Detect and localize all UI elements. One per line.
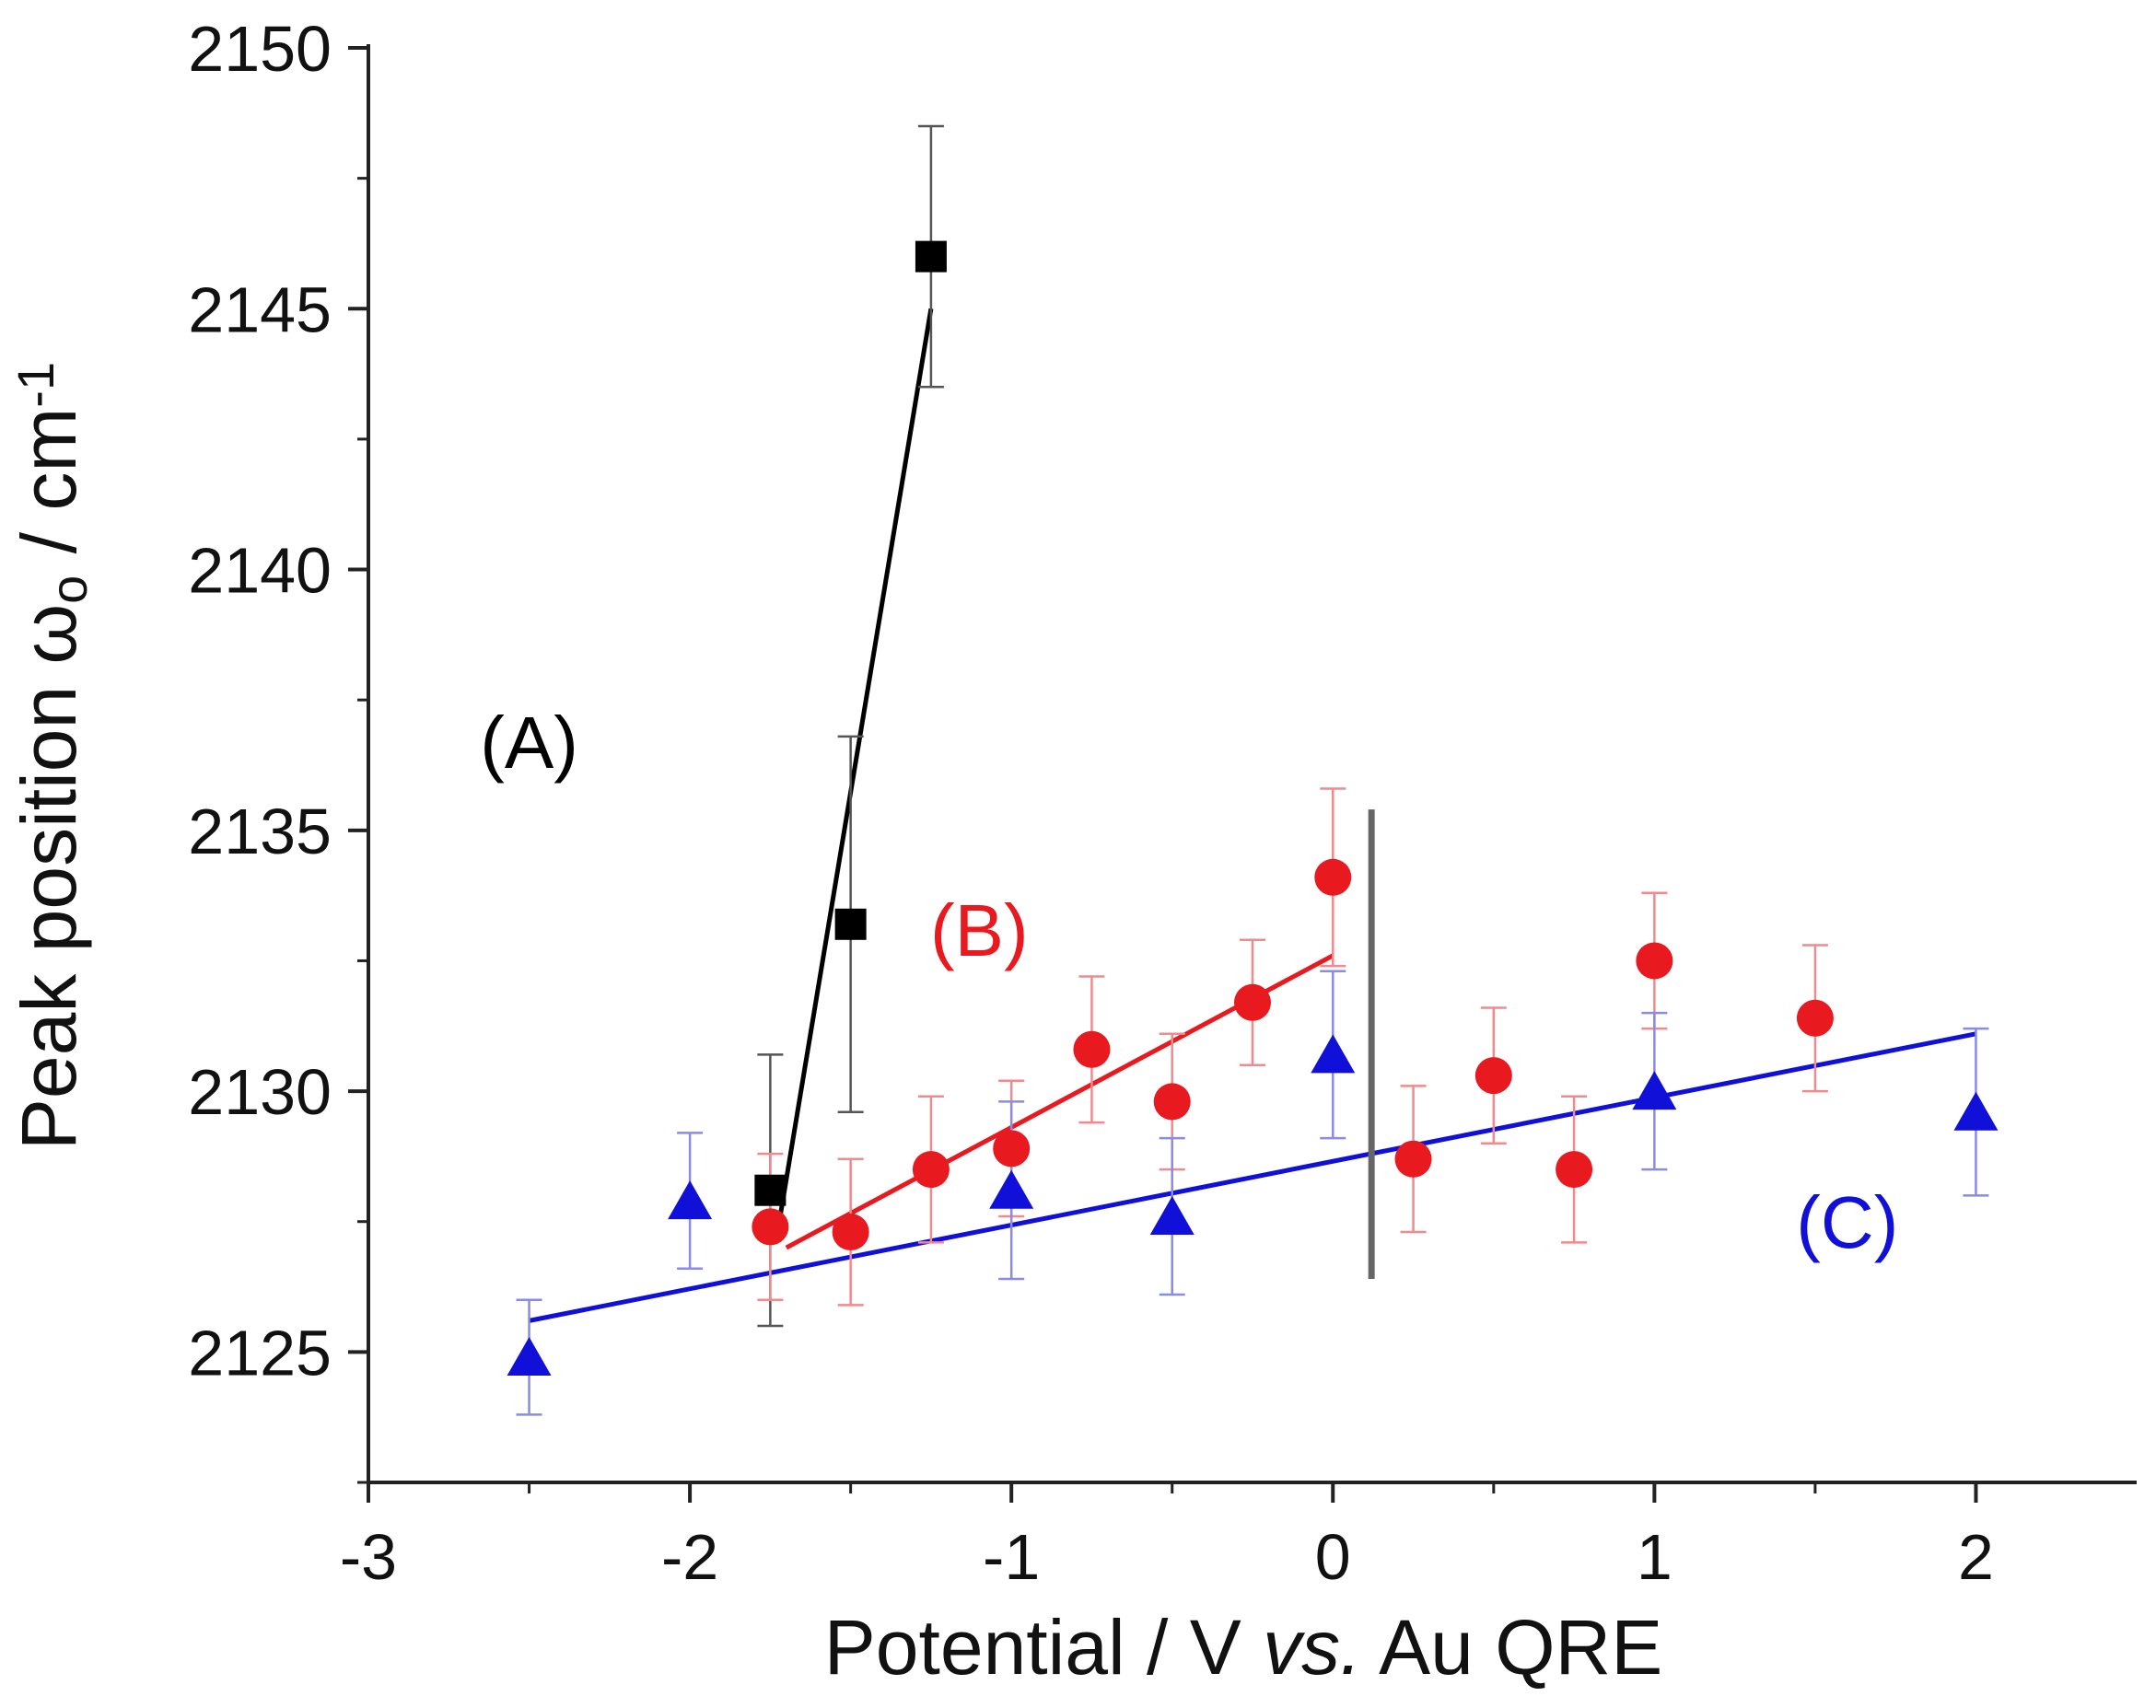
triangle-marker: [1632, 1071, 1677, 1110]
x-axis-title-part: Au QRE: [1361, 1604, 1662, 1691]
y-axis-title-part: / cm: [6, 408, 92, 575]
x-tick-label: 0: [1315, 1521, 1351, 1593]
y-tick-label: 2135: [188, 796, 332, 867]
y-axis-ticks: 2125 2130 2135 2140 2145 2150: [188, 13, 368, 1484]
y-axis-title-part: Peak position: [6, 664, 92, 1150]
x-tick-label: -1: [983, 1521, 1040, 1593]
x-axis-title-part: Potential / V: [824, 1604, 1263, 1691]
circle-marker: [1474, 1057, 1512, 1095]
plot-frame: [367, 44, 2137, 1484]
square-marker: [834, 908, 867, 940]
x-axis-title-part: vs.: [1263, 1604, 1361, 1691]
x-axis-title: Potential / V vs. Au QRE: [824, 1604, 1662, 1691]
circle-marker: [912, 1151, 950, 1189]
square-marker: [754, 1174, 787, 1206]
series-annotation: (B): [930, 889, 1029, 971]
series-annotation: (C): [1796, 1181, 1898, 1263]
triangle-marker: [1149, 1196, 1195, 1236]
y-axis-title-part: o: [40, 575, 98, 604]
error-bars: [516, 124, 1989, 1416]
fit-line: [774, 308, 934, 1238]
y-tick-label: 2125: [188, 1317, 332, 1388]
y-tick-label: 2140: [188, 535, 332, 607]
y-tick-label: 2145: [188, 273, 332, 345]
y-axis-title: Peak position ωo / cm-1: [6, 362, 98, 1150]
triangle-marker: [989, 1169, 1034, 1209]
x-tick-label: 1: [1637, 1521, 1672, 1593]
circle-marker: [993, 1130, 1031, 1168]
circle-marker: [1153, 1083, 1191, 1121]
y-tick-label: 2150: [188, 13, 332, 85]
circle-marker: [1234, 983, 1271, 1021]
circle-marker: [1394, 1140, 1432, 1178]
series-annotations: (A) (B) (C): [480, 702, 1898, 1263]
circle-marker: [1796, 999, 1834, 1037]
triangle-marker: [507, 1337, 552, 1377]
y-tick-label: 2130: [188, 1056, 332, 1128]
circle-marker: [752, 1208, 789, 1246]
y-axis-title-part: -1: [6, 362, 64, 408]
circle-marker: [1314, 858, 1352, 896]
fit-lines: [529, 308, 1976, 1323]
x-tick-label: -3: [340, 1521, 397, 1593]
x-axis-ticks: -3 -2 -1 0 1 2: [340, 1482, 1994, 1593]
circle-marker: [832, 1214, 869, 1251]
triangle-marker: [1311, 1034, 1356, 1074]
x-tick-label: 2: [1958, 1521, 1994, 1593]
fit-line: [529, 1031, 1976, 1323]
square-marker: [915, 240, 947, 273]
series-annotation: (A): [480, 702, 578, 784]
circle-marker: [1073, 1030, 1111, 1068]
x-tick-label: -2: [661, 1521, 718, 1593]
y-axis-title-part: ω: [6, 604, 92, 665]
triangle-marker: [1953, 1091, 1999, 1131]
circle-marker: [1636, 942, 1673, 980]
triangle-marker: [668, 1180, 713, 1220]
axis-labels: Potential / V vs. Au QRE Peak position ωo…: [6, 362, 1662, 1691]
circle-marker: [1556, 1151, 1593, 1189]
data-markers: [507, 240, 1999, 1377]
